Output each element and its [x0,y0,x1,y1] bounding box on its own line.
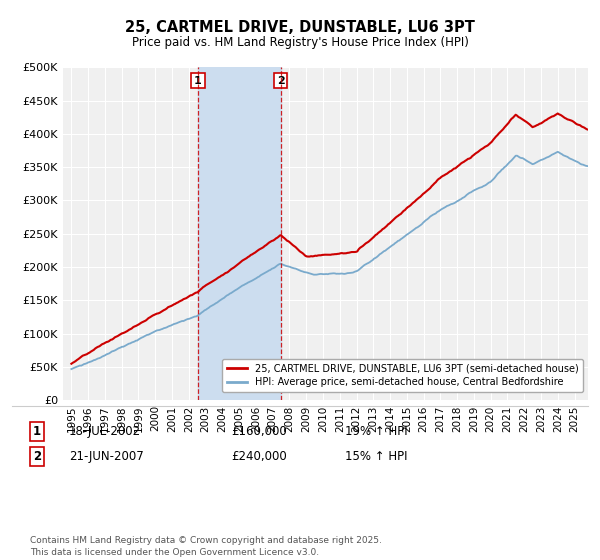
Text: 21-JUN-2007: 21-JUN-2007 [69,450,144,463]
Text: 15% ↑ HPI: 15% ↑ HPI [345,450,407,463]
Legend: 25, CARTMEL DRIVE, DUNSTABLE, LU6 3PT (semi-detached house), HPI: Average price,: 25, CARTMEL DRIVE, DUNSTABLE, LU6 3PT (s… [223,358,583,392]
Text: £240,000: £240,000 [231,450,287,463]
Text: 1: 1 [194,76,202,86]
Text: £160,000: £160,000 [231,424,287,438]
Text: Contains HM Land Registry data © Crown copyright and database right 2025.
This d: Contains HM Land Registry data © Crown c… [30,536,382,557]
Text: 2: 2 [33,450,41,463]
Bar [198,67,281,400]
Text: 2: 2 [277,76,284,86]
Text: 19% ↑ HPI: 19% ↑ HPI [345,424,407,438]
Text: 1: 1 [33,424,41,438]
Text: Price paid vs. HM Land Registry's House Price Index (HPI): Price paid vs. HM Land Registry's House … [131,36,469,49]
Text: 25, CARTMEL DRIVE, DUNSTABLE, LU6 3PT: 25, CARTMEL DRIVE, DUNSTABLE, LU6 3PT [125,20,475,35]
Text: 18-JUL-2002: 18-JUL-2002 [69,424,141,438]
